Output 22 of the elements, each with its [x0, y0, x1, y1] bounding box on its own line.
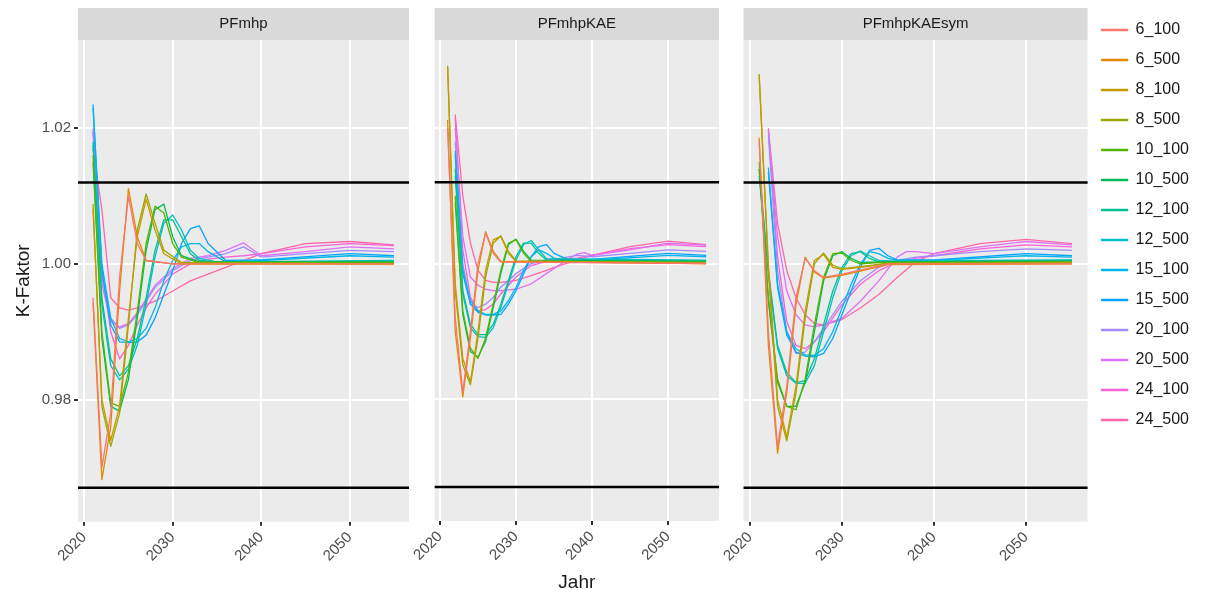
x-axis-title: Jahr: [558, 570, 596, 592]
y-tick-label: 0.98: [41, 389, 71, 407]
legend-label: 6_500: [1135, 50, 1181, 69]
y-tick-label: 1.00: [41, 254, 71, 272]
legend-label: 24_500: [1135, 410, 1190, 429]
legend-label: 20_100: [1135, 320, 1190, 339]
y-axis-title: K-Faktor: [11, 243, 33, 318]
legend-label: 24_100: [1135, 380, 1190, 399]
legend-label: 12_100: [1135, 200, 1190, 219]
chart-title: PFmhpKAEsym: [862, 14, 969, 32]
legend-label: 8_100: [1135, 80, 1181, 99]
legend-label: 6_100: [1135, 20, 1181, 39]
legend-label: 8_500: [1135, 110, 1181, 129]
legend-label: 12_500: [1135, 230, 1190, 249]
legend-label: 20_500: [1135, 350, 1190, 369]
legend-label: 15_100: [1135, 260, 1190, 279]
y-tick-label: 1.02: [41, 118, 71, 136]
chart-title: PFmhpKAE: [537, 14, 617, 32]
legend-label: 10_100: [1135, 140, 1190, 159]
chart-title: PFmhp: [219, 14, 268, 32]
legend-label: 15_500: [1135, 290, 1190, 309]
legend-label: 10_500: [1135, 170, 1190, 189]
